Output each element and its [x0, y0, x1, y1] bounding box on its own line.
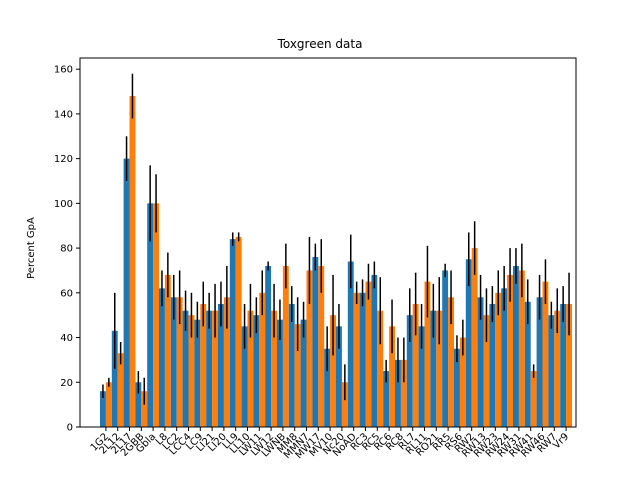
bar — [218, 304, 224, 427]
bar — [324, 348, 331, 427]
bar — [194, 319, 201, 427]
bar — [371, 274, 378, 427]
bar — [365, 281, 372, 427]
bar — [518, 270, 525, 427]
bar — [212, 310, 218, 427]
bar — [395, 359, 401, 427]
bar — [560, 304, 567, 427]
y-tick-label: 60 — [60, 288, 73, 299]
bar — [111, 330, 118, 427]
bar — [300, 319, 307, 427]
bar — [277, 319, 283, 427]
y-tick-label: 20 — [60, 378, 73, 389]
bar — [430, 310, 437, 427]
bar — [513, 265, 519, 427]
bar — [459, 337, 466, 427]
bar — [100, 391, 106, 427]
bar — [347, 261, 354, 427]
bar — [312, 257, 319, 427]
bar — [400, 359, 407, 427]
bar — [206, 310, 213, 427]
bar — [182, 310, 189, 427]
bar — [377, 310, 384, 427]
bar — [235, 236, 242, 427]
bar — [159, 288, 165, 427]
bar — [383, 371, 390, 427]
bar — [389, 326, 395, 427]
y-tick-label: 160 — [54, 65, 73, 76]
bar — [223, 297, 230, 427]
bar — [359, 292, 366, 427]
bar — [253, 315, 260, 427]
bar — [448, 297, 454, 427]
y-tick-label: 40 — [60, 333, 73, 344]
chart-title: Toxgreen data — [277, 37, 363, 51]
bar — [566, 304, 572, 427]
bar — [341, 382, 348, 427]
bar — [306, 270, 313, 427]
bar — [176, 297, 183, 427]
bar — [147, 203, 154, 427]
bar — [294, 324, 301, 427]
bar — [200, 304, 207, 427]
bar — [241, 326, 248, 427]
bar — [188, 315, 195, 427]
bar — [418, 326, 425, 427]
bar — [501, 288, 508, 427]
bar — [117, 353, 124, 427]
bar — [424, 281, 431, 427]
bar — [288, 304, 295, 427]
y-axis-label: Percent GpA — [26, 217, 37, 279]
bar — [265, 265, 272, 427]
y-tick-label: 100 — [54, 199, 73, 210]
bar — [442, 270, 449, 427]
bar — [135, 382, 142, 427]
bar — [495, 292, 502, 427]
bar — [259, 292, 266, 427]
bar — [318, 265, 325, 427]
bar — [471, 248, 478, 427]
bar — [170, 297, 177, 427]
bar — [141, 391, 148, 427]
bar — [507, 274, 513, 427]
y-tick-label: 120 — [54, 154, 73, 165]
bar — [536, 297, 543, 427]
bar — [530, 371, 537, 427]
bar — [542, 281, 549, 427]
bar — [336, 326, 342, 427]
y-tick-label: 0 — [67, 423, 73, 434]
bar — [465, 259, 472, 427]
bar — [489, 304, 496, 427]
bar — [436, 310, 443, 427]
bar — [247, 310, 254, 427]
bar — [153, 203, 159, 427]
bar — [353, 292, 360, 427]
bar — [406, 315, 413, 427]
bar — [123, 158, 130, 428]
bar — [554, 310, 561, 427]
y-tick-label: 140 — [54, 109, 73, 120]
plot-frame — [79, 57, 577, 428]
bar — [524, 301, 531, 427]
y-tick-label: 80 — [60, 244, 73, 255]
bar — [454, 348, 460, 427]
bar — [330, 315, 336, 427]
bar — [229, 239, 236, 427]
bar — [282, 265, 289, 427]
bar — [483, 315, 490, 427]
bar — [271, 310, 277, 427]
bar — [412, 304, 419, 427]
bar — [548, 315, 555, 427]
bar — [129, 96, 136, 427]
bar — [164, 274, 171, 427]
bar — [105, 382, 112, 427]
bar — [477, 297, 484, 427]
